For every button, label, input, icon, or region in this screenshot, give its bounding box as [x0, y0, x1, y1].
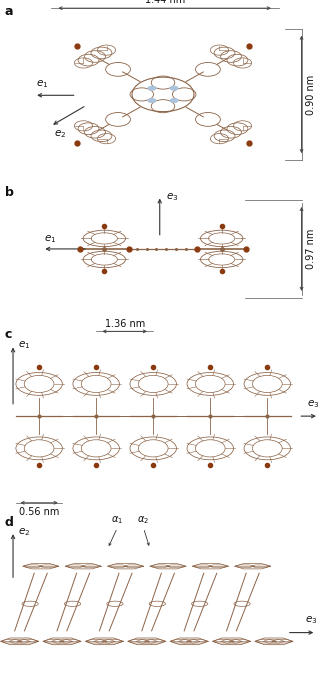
Text: 0.97 nm: 0.97 nm [306, 229, 317, 269]
Text: $e_1$: $e_1$ [44, 234, 57, 245]
Text: $e_1$: $e_1$ [36, 78, 49, 90]
Text: 0.90 nm: 0.90 nm [306, 74, 317, 114]
Text: 1.36 nm: 1.36 nm [105, 319, 145, 329]
Text: 0.56 nm: 0.56 nm [19, 507, 59, 516]
Text: $e_3$: $e_3$ [305, 614, 318, 625]
Text: $e_2$: $e_2$ [54, 128, 66, 140]
Text: a: a [5, 5, 13, 18]
Text: $\alpha_2$: $\alpha_2$ [138, 514, 149, 526]
Text: $\alpha_1$: $\alpha_1$ [111, 514, 123, 526]
Text: d: d [5, 516, 14, 529]
Text: c: c [5, 327, 12, 340]
Circle shape [170, 86, 178, 90]
Text: $e_3$: $e_3$ [307, 398, 319, 410]
Text: $e_3$: $e_3$ [166, 191, 179, 203]
Circle shape [170, 98, 178, 103]
Text: b: b [5, 186, 14, 199]
Text: $e_2$: $e_2$ [18, 526, 30, 538]
Text: $e_1$: $e_1$ [18, 339, 30, 351]
Circle shape [148, 86, 156, 90]
Text: 1.44 nm: 1.44 nm [144, 0, 185, 5]
Circle shape [148, 98, 156, 103]
